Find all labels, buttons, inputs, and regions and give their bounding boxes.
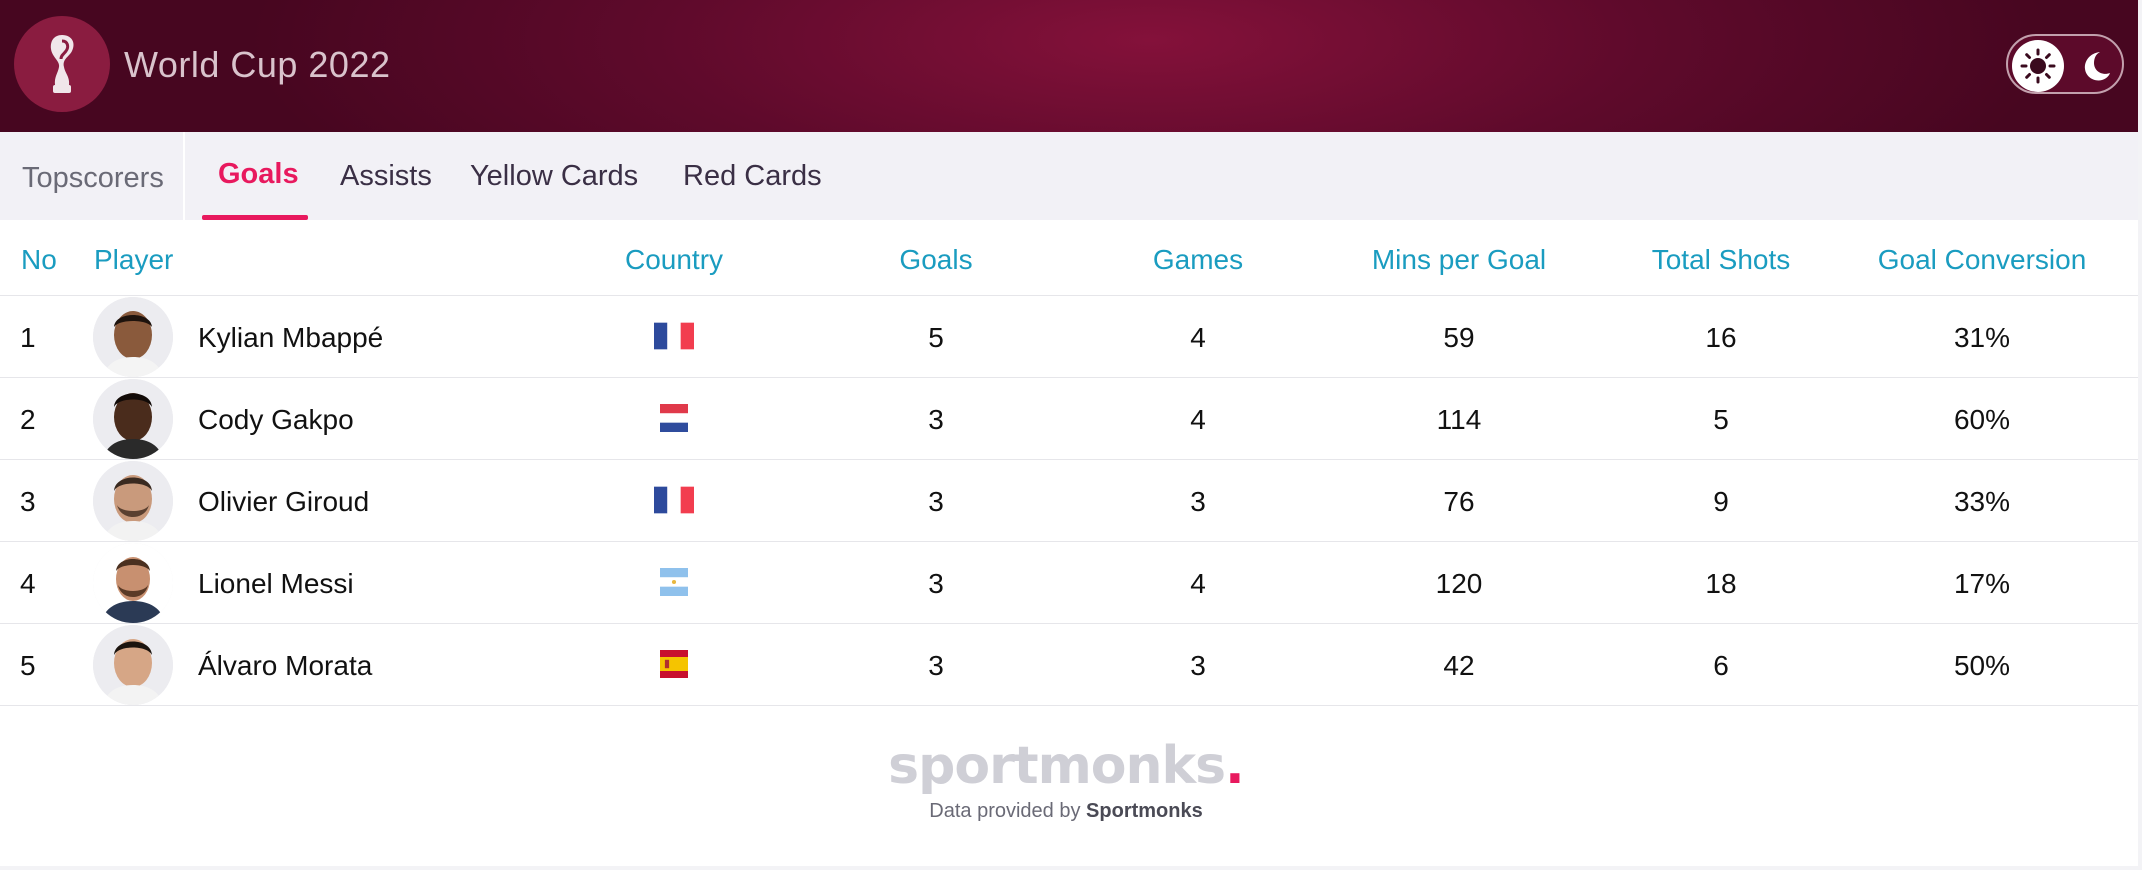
france-flag (654, 486, 694, 514)
rank: 1 (20, 322, 36, 353)
active-tab-indicator (202, 215, 308, 220)
column-header-mins-per-goal[interactable]: Mins per Goal (1371, 244, 1547, 275)
mins-per-goal-value: 120 (1435, 568, 1483, 599)
games-value: 4 (1190, 568, 1206, 599)
moon-icon (2084, 52, 2110, 81)
player-photo-icon (93, 625, 173, 705)
goal-conversion-value: 33% (1953, 486, 2011, 517)
mins-per-goal-value: 114 (1436, 404, 1482, 435)
table-row[interactable]: 1 Kylian Mbappé 5 4 59 16 31% (0, 296, 2138, 378)
games-value: 4 (1190, 404, 1206, 435)
header: World Cup 2022 (0, 0, 2138, 132)
games-value: 4 (1190, 322, 1206, 353)
tab-assists[interactable]: Assists (340, 160, 432, 192)
brand-wordmark: sportmonks (888, 736, 1226, 796)
column-header-games[interactable]: Games (1152, 244, 1244, 275)
player-name[interactable]: Kylian Mbappé (198, 322, 384, 353)
games-value: 3 (1190, 650, 1206, 681)
credit-link[interactable]: Sportmonks (1086, 800, 1203, 822)
goals-value: 5 (928, 322, 944, 353)
tab-red-cards[interactable]: Red Cards (683, 160, 822, 192)
column-header-goals[interactable]: Goals (899, 244, 973, 275)
player-avatar (93, 297, 173, 377)
player-photo-icon (93, 297, 173, 377)
table-header: No Player Country Goals Games Mins per G… (0, 220, 2138, 296)
world-cup-trophy-icon (50, 35, 74, 93)
player-photo-icon (93, 379, 173, 459)
sportmonks-logo[interactable]: sportmonks. (888, 736, 1245, 796)
player-avatar (93, 625, 173, 705)
netherlands-flag (654, 404, 694, 432)
data-credit: Data provided by Sportmonks (929, 800, 1202, 823)
total-shots-value: 6 (1713, 650, 1729, 681)
goal-conversion-value: 17% (1953, 568, 2011, 599)
column-header-no[interactable]: No (21, 244, 57, 275)
player-avatar (93, 543, 173, 623)
goals-value: 3 (928, 568, 944, 599)
sun-icon (2020, 48, 2056, 84)
total-shots-value: 18 (1705, 568, 1737, 599)
total-shots-value: 9 (1713, 486, 1729, 517)
player-avatar (93, 379, 173, 459)
moon-icon-wrap[interactable] (2078, 48, 2114, 84)
games-value: 3 (1190, 486, 1206, 517)
mins-per-goal-value: 76 (1443, 486, 1475, 517)
theme-toggle[interactable] (2006, 34, 2124, 94)
mins-per-goal-value: 59 (1443, 322, 1475, 353)
table-row[interactable]: 3 Olivier Giroud 3 3 76 9 (0, 460, 2138, 542)
total-shots-value: 5 (1713, 404, 1729, 435)
logo (14, 16, 110, 112)
france-flag (654, 322, 694, 350)
table-row[interactable]: 4 Lionel Messi 3 4 120 18 (0, 542, 2138, 624)
goal-conversion-value: 31% (1953, 322, 2011, 353)
goal-conversion-value: 60% (1953, 404, 2011, 435)
rank: 5 (20, 650, 36, 681)
rank: 3 (20, 486, 36, 517)
column-header-country[interactable]: Country (624, 244, 724, 275)
rank: 2 (20, 404, 36, 435)
tab-yellow-cards[interactable]: Yellow Cards (470, 160, 639, 192)
player-name[interactable]: Olivier Giroud (198, 486, 370, 517)
table-row[interactable]: 2 Cody Gakpo 3 4 114 5 60% (0, 378, 2138, 460)
app-title: World Cup 2022 (124, 44, 391, 85)
tab-goals[interactable]: Goals (218, 158, 299, 190)
player-photo-icon (93, 461, 173, 541)
player-name[interactable]: Lionel Messi (198, 568, 354, 599)
rank: 4 (20, 568, 36, 599)
tab-divider (183, 132, 185, 220)
table-row[interactable]: 5 Álvaro Morata 3 3 42 6 50% (0, 624, 2138, 706)
brand-dot: . (1225, 736, 1245, 796)
mins-per-goal-value: 42 (1443, 650, 1475, 681)
credit-prefix: Data provided by (929, 800, 1081, 822)
total-shots-value: 16 (1705, 322, 1737, 353)
player-avatar (93, 461, 173, 541)
goals-value: 3 (928, 486, 944, 517)
tab-bar: Topscorers Goals Assists Yellow Cards Re… (0, 132, 2138, 220)
player-name[interactable]: Álvaro Morata (198, 650, 373, 681)
toggle-knob[interactable] (2012, 40, 2064, 92)
spain-flag (654, 650, 694, 678)
goals-value: 3 (928, 404, 944, 435)
goal-conversion-value: 50% (1953, 650, 2011, 681)
player-photo-icon (93, 543, 173, 623)
topscorers-table: No Player Country Goals Games Mins per G… (0, 220, 2138, 706)
argentina-flag (654, 568, 694, 596)
column-header-total-shots[interactable]: Total Shots (1651, 244, 1791, 275)
column-header-goal-conversion[interactable]: Goal Conversion (1877, 244, 2087, 275)
goals-value: 3 (928, 650, 944, 681)
column-header-player[interactable]: Player (94, 244, 174, 275)
player-name[interactable]: Cody Gakpo (198, 404, 354, 435)
section-label: Topscorers (22, 162, 164, 194)
